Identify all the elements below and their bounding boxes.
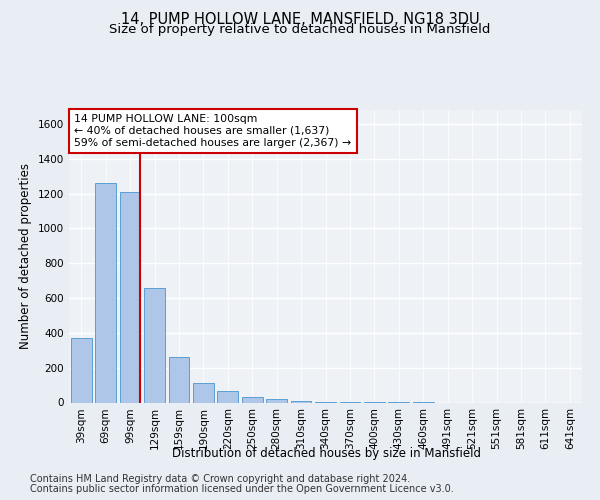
Bar [290,401,311,402]
Text: Contains HM Land Registry data © Crown copyright and database right 2024.: Contains HM Land Registry data © Crown c… [30,474,410,484]
Text: Distribution of detached houses by size in Mansfield: Distribution of detached houses by size … [173,448,482,460]
Text: Size of property relative to detached houses in Mansfield: Size of property relative to detached ho… [109,22,491,36]
Bar [169,357,190,403]
Bar [71,338,92,402]
Y-axis label: Number of detached properties: Number of detached properties [19,163,32,349]
Text: 14, PUMP HOLLOW LANE, MANSFIELD, NG18 3DU: 14, PUMP HOLLOW LANE, MANSFIELD, NG18 3D… [121,12,479,28]
Bar [193,384,214,402]
Bar [119,192,140,402]
Bar [266,399,287,402]
Bar [95,183,116,402]
Bar [144,288,165,403]
Bar [217,391,238,402]
Bar [242,398,263,402]
Text: 14 PUMP HOLLOW LANE: 100sqm
← 40% of detached houses are smaller (1,637)
59% of : 14 PUMP HOLLOW LANE: 100sqm ← 40% of det… [74,114,351,148]
Text: Contains public sector information licensed under the Open Government Licence v3: Contains public sector information licen… [30,484,454,494]
